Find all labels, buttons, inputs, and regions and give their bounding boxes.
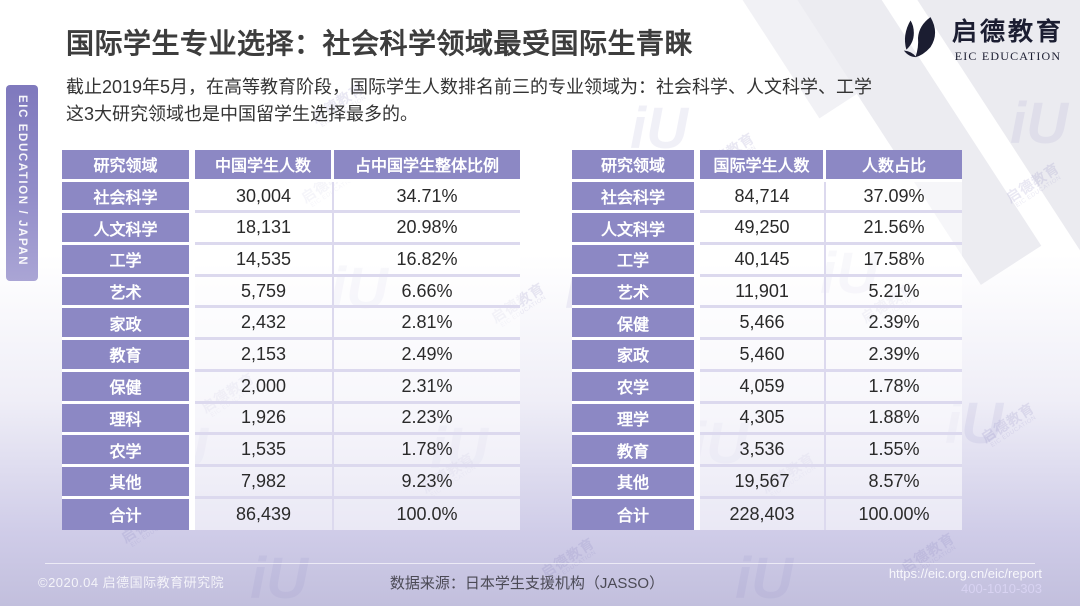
column-header: 人数占比	[826, 150, 962, 182]
row-value: 2,153	[195, 340, 334, 372]
column-header: 研究领域	[62, 150, 195, 182]
column-header: 占中国学生整体比例	[334, 150, 520, 182]
row-value: 14,535	[195, 245, 334, 277]
row-category: 艺术	[62, 276, 195, 309]
brand-logo: 启德教育 EIC EDUCATION	[893, 12, 1064, 64]
row-category: 理学	[572, 403, 700, 436]
row-value: 1.78%	[826, 371, 962, 404]
row-value: 2.23%	[334, 403, 520, 436]
row-value: 1,535	[195, 435, 334, 467]
glyph-watermark: iU	[1010, 91, 1068, 156]
row-category: 工学	[62, 245, 195, 277]
row-value: 19,567	[700, 466, 826, 499]
row-category: 社会科学	[572, 181, 700, 214]
footer-divider	[45, 563, 1035, 564]
row-value: 3,536	[700, 435, 826, 467]
row-value: 4,305	[700, 403, 826, 436]
row-value: 2.39%	[826, 308, 962, 341]
row-category: 工学	[572, 245, 700, 277]
intro-line-2: 这3大研究领域也是中国留学生选择最多的。	[66, 104, 419, 124]
logo-name-en: EIC EDUCATION	[954, 49, 1062, 63]
row-category: 农学	[62, 435, 195, 467]
row-value: 84,714	[700, 181, 826, 214]
row-value: 21.56%	[826, 213, 962, 246]
row-category: 合计	[62, 498, 195, 531]
row-value: 1.88%	[826, 403, 962, 436]
row-value: 2.31%	[334, 371, 520, 404]
row-value: 5.21%	[826, 276, 962, 309]
footer-contact: https://eic.org.cn/eic/report 400-1010-3…	[889, 566, 1042, 596]
row-category: 其他	[572, 466, 700, 499]
footer-copyright: ©2020.04 启德国际教育研究院	[38, 575, 225, 590]
row-value: 16.82%	[334, 245, 520, 277]
row-value: 1,926	[195, 403, 334, 436]
logo-text: 启德教育 EIC EDUCATION	[952, 12, 1064, 64]
row-value: 1.55%	[826, 435, 962, 467]
row-category: 其他	[62, 466, 195, 499]
row-value: 5,466	[700, 308, 826, 341]
row-category: 理科	[62, 403, 195, 436]
row-value: 2,000	[195, 371, 334, 404]
row-value: 6.66%	[334, 276, 520, 309]
row-value: 2.49%	[334, 340, 520, 372]
row-value: 228,403	[700, 498, 826, 531]
column-header: 中国学生人数	[195, 150, 334, 182]
row-value: 8.57%	[826, 466, 962, 499]
sidebar-vertical-banner: EIC EDUCATION / JAPAN	[6, 85, 38, 281]
row-value: 9.23%	[334, 466, 520, 499]
intro-paragraph: 截止2019年5月，在高等教育阶段，国际学生人数排名前三的专业领域为：社会科学、…	[66, 74, 1016, 128]
row-category: 农学	[572, 371, 700, 404]
row-value: 4,059	[700, 371, 826, 404]
row-value: 100.0%	[334, 498, 520, 531]
sidebar-label: EIC EDUCATION / JAPAN	[16, 95, 28, 267]
row-value: 49,250	[700, 213, 826, 246]
glyph-watermark: iU	[250, 546, 308, 606]
row-value: 34.71%	[334, 181, 520, 214]
row-value: 1.78%	[334, 435, 520, 467]
row-value: 30,004	[195, 181, 334, 214]
row-value: 37.09%	[826, 181, 962, 214]
china-students-table: 研究领域 中国学生人数 占中国学生整体比例 社会科学 30,004 34.71% 人文科学 1…	[62, 150, 520, 531]
row-value: 5,759	[195, 276, 334, 309]
eic-logo-icon	[903, 17, 936, 58]
footer-url: https://eic.org.cn/eic/report	[888, 566, 1042, 581]
row-category: 合计	[572, 498, 700, 531]
row-value: 2,432	[195, 308, 334, 341]
glyph-watermark: iU	[735, 546, 793, 606]
row-value: 17.58%	[826, 245, 962, 277]
row-value: 7,982	[195, 466, 334, 499]
footer-phone: 400-1010-303	[961, 581, 1042, 596]
row-value: 2.81%	[334, 308, 520, 341]
row-value: 11,901	[700, 276, 826, 309]
row-value: 100.00%	[826, 498, 962, 531]
row-category: 保健	[62, 371, 195, 404]
row-category: 家政	[62, 308, 195, 341]
row-category: 教育	[572, 435, 700, 467]
row-category: 保健	[572, 308, 700, 341]
row-category: 教育	[62, 340, 195, 372]
row-category: 艺术	[572, 276, 700, 309]
intro-line-1: 截止2019年5月，在高等教育阶段，国际学生人数排名前三的专业领域为：社会科学、…	[66, 77, 873, 97]
row-value: 5,460	[700, 340, 826, 372]
row-value: 40,145	[700, 245, 826, 277]
row-value: 20.98%	[334, 213, 520, 246]
row-value: 18,131	[195, 213, 334, 246]
row-value: 2.39%	[826, 340, 962, 372]
column-header: 国际学生人数	[700, 150, 826, 182]
footer-data-source: 数据来源：日本学生支援机构（JASSO）	[389, 575, 665, 592]
row-value: 86,439	[195, 498, 334, 531]
row-category: 社会科学	[62, 181, 195, 214]
row-category: 家政	[572, 340, 700, 372]
page-title: 国际学生专业选择：社会科学领域最受国际生青睐	[66, 28, 694, 59]
column-header: 研究领域	[572, 150, 700, 182]
row-category: 人文科学	[572, 213, 700, 246]
row-category: 人文科学	[62, 213, 195, 246]
logo-name-zh: 启德教育	[951, 18, 1064, 46]
international-students-table: 研究领域 国际学生人数 人数占比社会科学 84,714 37.09% 人文科学 49,250…	[572, 150, 962, 531]
